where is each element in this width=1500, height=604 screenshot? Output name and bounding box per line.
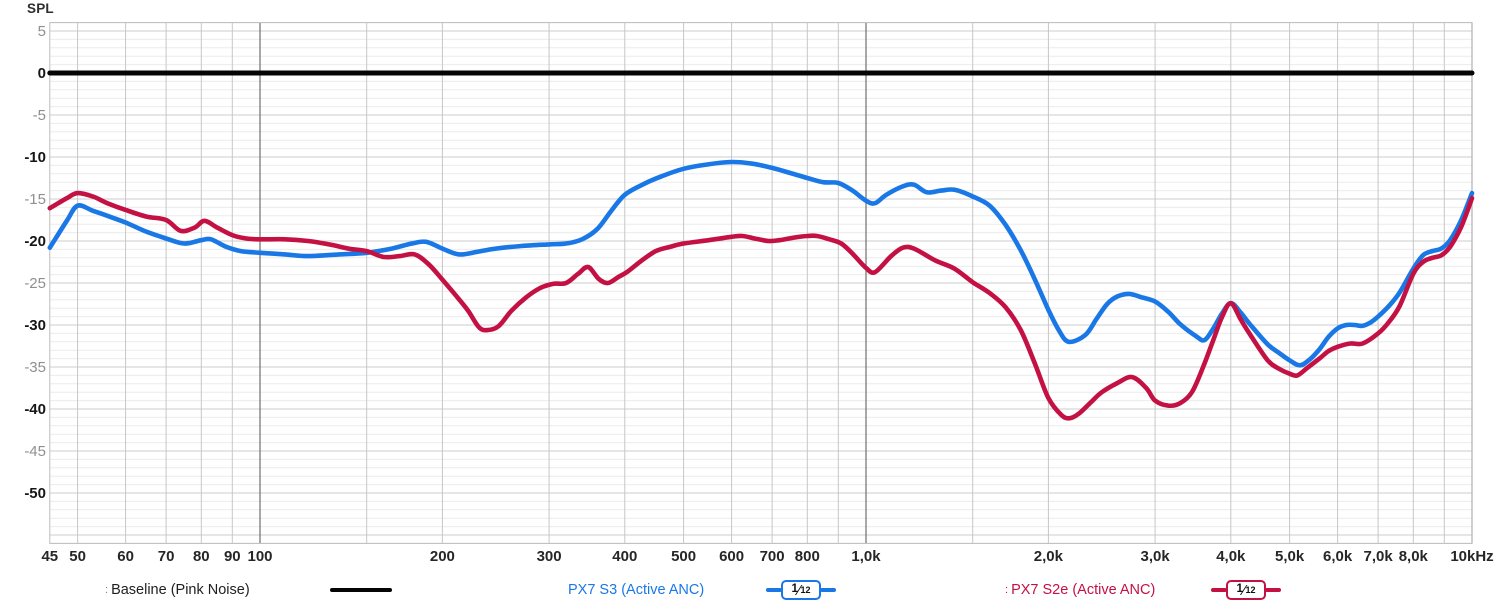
legend-label-px7-s2e: PX7 S2e (Active ANC) <box>1011 582 1156 598</box>
x-tick-label: 5,0k <box>1275 548 1305 565</box>
chart-legend: : Baseline (Pink Noise) PX7 S3 (Active AN… <box>0 578 1500 604</box>
x-tick-label: 400 <box>612 548 637 565</box>
px7-s2e-line-swatch <box>1211 587 1227 593</box>
y-tick-label: 0 <box>38 65 46 82</box>
y-tick-label: -50 <box>24 485 46 502</box>
y-tick-label: -5 <box>33 107 46 124</box>
x-tick-label: 1,0k <box>851 548 881 565</box>
x-tick-labels: 45 50 60 70 80 90 100 200 300 400 500 600 700 800 1,0k… <box>41 548 1493 565</box>
x-tick-label: 50 <box>69 548 86 565</box>
y-tick-label: 5 <box>38 23 46 40</box>
px7-s3-line-swatch <box>820 587 836 593</box>
x-tick-label: 7,0k <box>1363 548 1393 565</box>
y-tick-label: -20 <box>24 233 46 250</box>
plot-border <box>49 22 1473 544</box>
legend-swatch-px7-s3[interactable]: 1 ⁄ 12 <box>766 578 836 602</box>
x-tick-label: 80 <box>193 548 210 565</box>
x-tick-label: 700 <box>760 548 785 565</box>
baseline-line-swatch <box>330 587 392 593</box>
px7-s2e-line-swatch <box>1265 587 1281 593</box>
x-tick-label: 500 <box>671 548 696 565</box>
x-tick-label: 2,0k <box>1034 548 1064 565</box>
smoothing-badge-px7-s3: 1 ⁄ 12 <box>781 580 821 600</box>
x-tick-label: 6,0k <box>1323 548 1353 565</box>
legend-prefix-mark: : <box>1005 584 1009 596</box>
vertical-gridlines <box>77 22 1473 544</box>
horizontal-gridlines <box>49 22 1472 544</box>
px7-s3-line-swatch <box>766 587 782 593</box>
x-tick-label: 800 <box>795 548 820 565</box>
legend-label-baseline: Baseline (Pink Noise) <box>111 582 250 598</box>
fraction-slash: ⁄ <box>797 581 801 599</box>
px7-s2e-trace <box>47 190 1475 421</box>
legend-item-px7-s2e[interactable]: : PX7 S2e (Active ANC) <box>1005 582 1155 598</box>
legend-label-px7-s3: PX7 S3 (Active ANC) <box>568 582 705 598</box>
x-tick-label: 100 <box>247 548 272 565</box>
legend-item-px7-s3[interactable]: PX7 S3 (Active ANC) <box>568 582 704 598</box>
x-tick-label: 60 <box>117 548 134 565</box>
x-tick-label: 600 <box>719 548 744 565</box>
x-tick-label: 300 <box>537 548 562 565</box>
legend-swatch-px7-s2e[interactable]: 1 ⁄ 12 <box>1211 578 1281 602</box>
y-tick-label: -25 <box>24 275 46 292</box>
x-tick-label: 200 <box>430 548 455 565</box>
y-tick-label: -30 <box>24 317 46 334</box>
x-tick-label: 45 <box>41 548 58 565</box>
y-tick-labels: 5 0 -5 -10 -15 -20 -25 -30 -35 -40 -45 -50 <box>24 23 46 502</box>
y-tick-label: -10 <box>24 149 46 166</box>
x-tick-label: 8,0k <box>1399 548 1429 565</box>
legend-swatch-baseline[interactable] <box>330 578 392 602</box>
fraction-slash: ⁄ <box>1242 581 1246 599</box>
x-tick-label: 4,0k <box>1216 548 1246 565</box>
y-tick-label: -15 <box>24 191 46 208</box>
px7-s3-trace <box>47 159 1475 368</box>
y-tick-label: -35 <box>24 359 46 376</box>
smoothing-badge-px7-s2e: 1 ⁄ 12 <box>1226 580 1266 600</box>
x-tick-label: 90 <box>224 548 241 565</box>
legend-item-baseline[interactable]: : Baseline (Pink Noise) <box>105 582 250 598</box>
y-axis-title: SPL <box>27 1 54 16</box>
legend-prefix-mark: : <box>105 584 109 596</box>
y-tick-label: -45 <box>24 443 46 460</box>
x-tick-label: 10kHz <box>1450 548 1493 565</box>
y-tick-label: -40 <box>24 401 46 418</box>
x-tick-label: 3,0k <box>1140 548 1170 565</box>
x-tick-label: 70 <box>158 548 175 565</box>
